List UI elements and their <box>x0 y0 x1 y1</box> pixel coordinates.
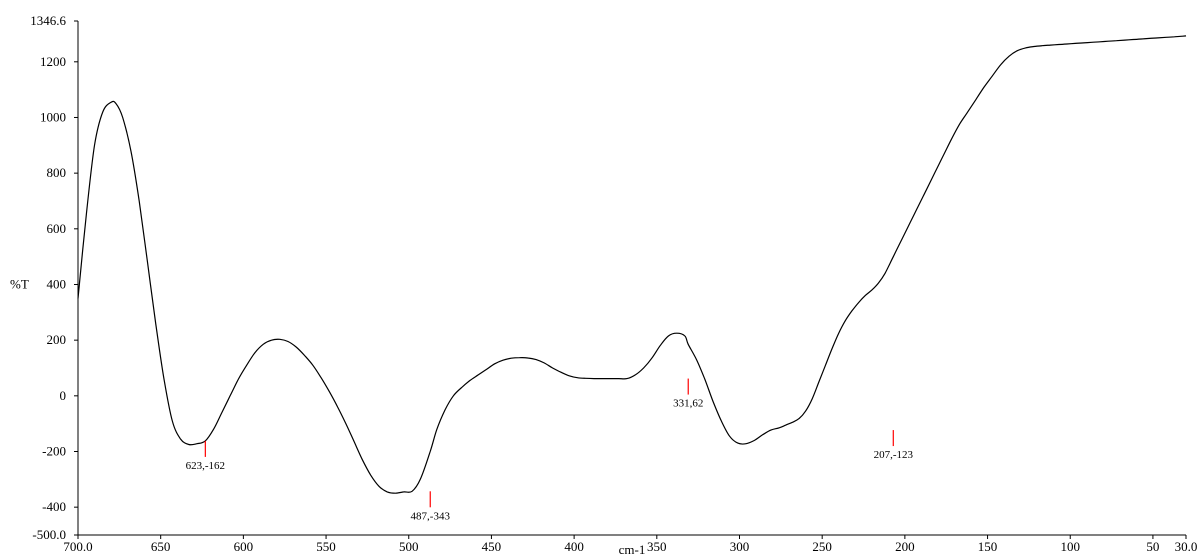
x-tick-label: 550 <box>316 539 336 554</box>
y-tick-label: 400 <box>47 276 67 291</box>
x-ticks: 700.0 650 600 550 500 450 400 350 300 250 200 150 10… <box>63 535 1197 554</box>
y-tick-label: -500.0 <box>32 527 66 542</box>
peak-label: 207,-123 <box>874 449 914 461</box>
peak-markers: 623,-162 487,-343 331,62 207,-123 <box>186 378 914 522</box>
x-tick-label: 100 <box>1060 539 1080 554</box>
peak-label: 487,-343 <box>411 510 451 522</box>
x-tick-label: 150 <box>978 539 998 554</box>
x-tick-label: 650 <box>151 539 171 554</box>
x-axis-title: cm-1 <box>619 542 646 557</box>
y-tick-label: 1346.6 <box>30 13 66 28</box>
y-tick-label: -200 <box>42 443 66 458</box>
y-axis-title: %T <box>10 276 29 291</box>
y-tick-label: 1000 <box>40 109 66 124</box>
x-tick-label: 450 <box>482 539 502 554</box>
y-ticks: 1346.6 1200 1000 800 600 400 200 0 -200 -400 -500.… <box>30 13 78 542</box>
x-tick-label: 600 <box>234 539 254 554</box>
x-tick-label: 50 <box>1146 539 1159 554</box>
x-tick-label: 400 <box>564 539 584 554</box>
y-tick-label: 200 <box>47 332 67 347</box>
spectrum-line <box>77 35 1187 494</box>
x-tick-label: 300 <box>730 539 750 554</box>
axes <box>77 21 1186 536</box>
peak-label: 331,62 <box>673 398 703 410</box>
y-tick-label: 600 <box>47 221 67 236</box>
peak-label: 623,-162 <box>186 460 225 472</box>
y-tick-label: 800 <box>47 165 67 180</box>
y-tick-label: 1200 <box>40 54 66 69</box>
x-tick-label: 250 <box>812 539 832 554</box>
x-tick-label: 200 <box>895 539 915 554</box>
x-tick-label: 700.0 <box>63 539 92 554</box>
x-tick-label: 30.0 <box>1175 539 1198 554</box>
x-tick-label: 350 <box>647 539 667 554</box>
y-tick-label: 0 <box>60 388 67 403</box>
x-tick-label: 500 <box>399 539 419 554</box>
y-tick-label: -400 <box>42 499 66 514</box>
